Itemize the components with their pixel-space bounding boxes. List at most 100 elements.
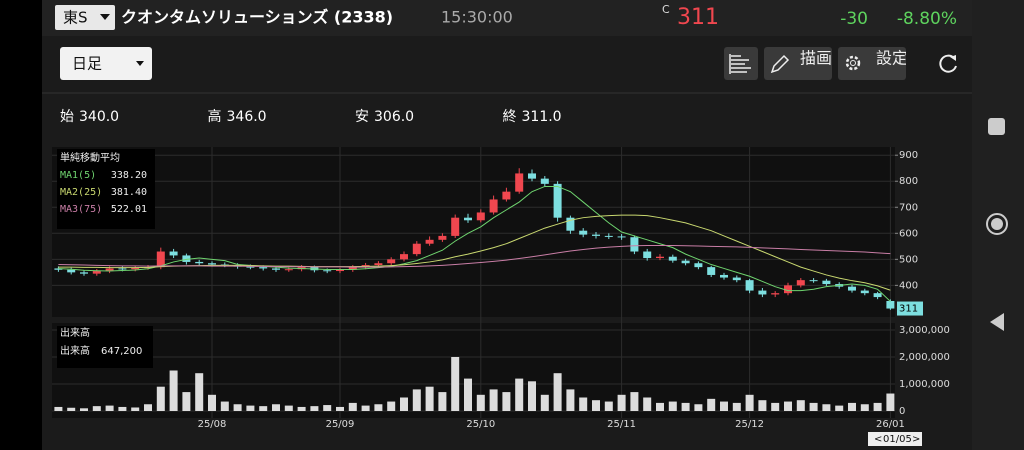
candle-body (464, 217, 472, 221)
candle-body (617, 236, 626, 238)
candle-body (374, 263, 383, 266)
x-tick-label: 26/01 (876, 419, 905, 430)
price-panel (52, 147, 895, 317)
volume-bar (208, 394, 216, 411)
ohlc-label: 始 (60, 109, 74, 125)
x-tick-label: 25/12 (735, 419, 764, 430)
dropdown-arrow (136, 61, 144, 66)
date: 01/05 (883, 434, 912, 445)
candle-body (348, 267, 357, 270)
volume-bar (848, 402, 856, 411)
ohlc-value: 340.0 (79, 109, 119, 125)
candle-body (182, 255, 191, 262)
legend-name: MA2(25) (60, 187, 102, 198)
draw-button[interactable]: 描画 (764, 47, 832, 80)
candle-body (425, 239, 434, 244)
x-tick-label: 25/08 (198, 419, 227, 430)
legend-name: MA3(75) (60, 204, 102, 215)
y-tick-label: 1,000,000 (899, 379, 950, 390)
candle-body (259, 267, 268, 269)
volume-bar (643, 397, 652, 411)
volume-bar (220, 401, 229, 411)
settings-button[interactable]: 設定 (838, 47, 908, 80)
y-tick-label: 2,000,000 (899, 352, 950, 363)
period-select[interactable] (60, 47, 152, 80)
volume-legend (57, 326, 153, 368)
candle-body (80, 272, 88, 274)
candle-body (822, 280, 831, 285)
back-button[interactable] (990, 313, 1004, 331)
volume-bar (54, 406, 63, 411)
dropdown-arrow (100, 14, 110, 20)
home-button[interactable] (986, 213, 1008, 235)
legend-title: 出来高 (60, 326, 90, 339)
volume-bar (67, 407, 76, 411)
volume-bar (169, 370, 178, 411)
date-box[interactable] (868, 432, 922, 446)
gear-icon (845, 55, 861, 71)
volume-bar (592, 400, 600, 411)
candle-body (438, 235, 447, 240)
ohlc-label: 終 (503, 109, 517, 125)
indicator-icon (729, 54, 751, 74)
refresh-icon[interactable] (939, 54, 957, 73)
x-tick-label: 25/11 (607, 419, 636, 430)
candle-body (668, 256, 677, 261)
volume-bar (361, 405, 370, 411)
candle-body (796, 280, 805, 286)
volume-bar (92, 406, 101, 411)
volume-bar (707, 398, 716, 411)
volume-bar (451, 357, 460, 411)
candle-body (387, 259, 396, 264)
candle-body (566, 217, 575, 231)
volume-bar (118, 406, 127, 411)
ohlc-label: 高 (208, 108, 222, 125)
y-tick-label: 3,000,000 (899, 325, 950, 336)
legend-name: MA1(5) (60, 170, 96, 181)
candle-body (886, 300, 895, 309)
refresh-arrow (950, 55, 956, 61)
volume-bar (195, 373, 204, 411)
candle-body (246, 266, 255, 268)
date-next[interactable]: > (912, 434, 920, 445)
candle-body (412, 243, 421, 255)
candle-body (105, 268, 114, 272)
y-tick-label: 600 (899, 228, 918, 239)
volume-bar (566, 389, 575, 411)
volume-bar (387, 401, 396, 411)
recents-button[interactable] (988, 118, 1005, 135)
candle-body (502, 191, 511, 200)
candle-body (732, 277, 741, 281)
volume-bar (272, 404, 280, 411)
volume-bar (630, 392, 639, 411)
volume-bar (540, 394, 549, 411)
y-tick-label: 700 (899, 202, 918, 213)
candle-body (694, 263, 703, 268)
candle-body (540, 178, 549, 184)
volume-bar (745, 394, 754, 411)
gear-icon (850, 60, 856, 66)
volume-bar (886, 393, 895, 411)
legend-value: 338.20 (111, 170, 147, 181)
candle-body (118, 268, 127, 270)
last-price: 311 (899, 304, 918, 315)
volume-bar (425, 386, 434, 411)
candle-body (92, 271, 101, 274)
candle-body (592, 234, 600, 236)
ohlc-label: 安 (355, 109, 369, 125)
candle-body (67, 269, 76, 273)
candle-body (195, 261, 204, 264)
candle-body (630, 237, 639, 252)
volume-bar (476, 394, 485, 411)
x-tick-label: 25/10 (466, 419, 495, 430)
volume-bar (502, 392, 511, 411)
exchange-select[interactable] (55, 5, 115, 30)
change-pct: -8.80% (897, 9, 957, 29)
volume-bar (80, 408, 88, 411)
ohlc-value: 306.0 (374, 109, 414, 125)
candle-body (54, 268, 63, 270)
volume-bar (835, 405, 844, 411)
date-prev[interactable]: < (874, 434, 882, 445)
candle-body (579, 230, 588, 235)
y-tick-label: 400 (899, 280, 918, 291)
